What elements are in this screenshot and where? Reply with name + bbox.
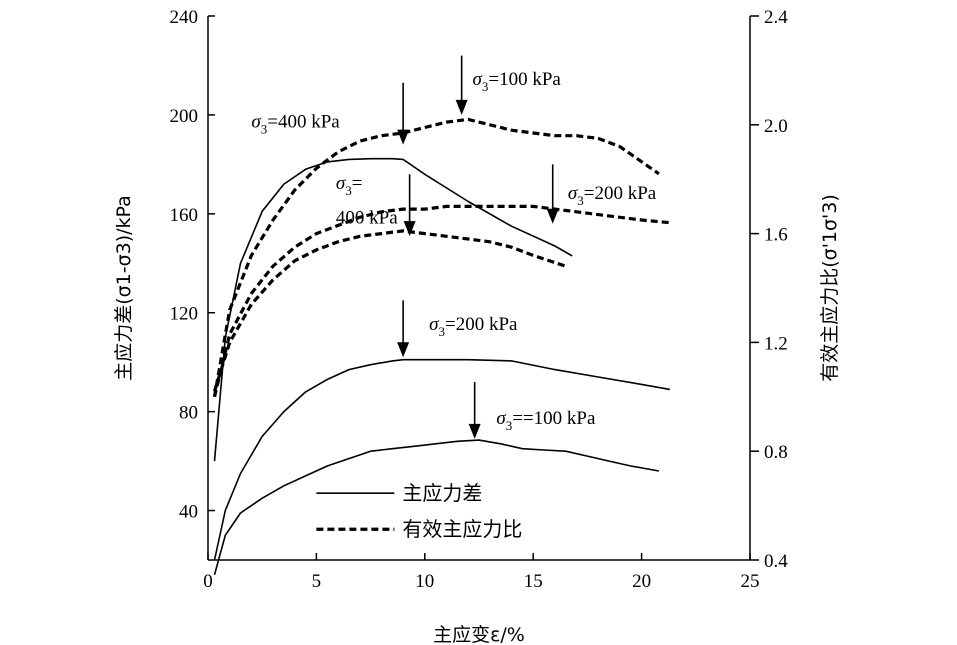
arrow-head-icon [397, 342, 410, 358]
y-left-tick-label: 80 [179, 403, 198, 424]
x-tick-label: 20 [632, 571, 651, 592]
annotation-label: σ3= [336, 173, 363, 198]
y-left-tick-label: 240 [170, 7, 199, 28]
y-right-axis-title: 有效主应力比(σ'1σ'3) [819, 194, 841, 382]
annotation-label: 400 kPa [336, 208, 398, 229]
y-left-axis-title: 主应力差(σ1-σ3)/kPa [113, 195, 135, 381]
x-tick-label: 5 [312, 571, 322, 592]
x-tick-label: 25 [741, 571, 760, 592]
y-right-tick-label: 1.2 [764, 333, 788, 354]
y-left-tick-label: 120 [170, 304, 199, 325]
deviator-stress-line-2 [213, 358, 670, 561]
x-tick-label: 10 [415, 571, 434, 592]
legend-label: 有效主应力比 [402, 517, 522, 541]
y-right-tick-label: 0.4 [764, 551, 788, 572]
y-left-tick-label: 200 [170, 106, 199, 127]
stress-ratio-line-5 [212, 204, 670, 398]
deviator-stress-line-3 [213, 439, 660, 576]
annotation-label: σ3=200 kPa [568, 183, 657, 208]
arrow-head-icon [397, 129, 410, 145]
arrow-head-icon [403, 221, 416, 237]
annotation-label: σ3=200 kPa [429, 314, 518, 339]
y-right-tick-label: 1.6 [764, 225, 788, 246]
deviator-stress-line-1 [213, 157, 573, 462]
arrow-head-icon [546, 208, 559, 224]
x-axis-title: 主应变ε/% [433, 624, 525, 645]
y-left-tick-label: 160 [170, 205, 199, 226]
y-right-tick-label: 2.4 [764, 7, 788, 28]
annotation-label: σ3==100 kPa [496, 408, 596, 433]
y-right-tick-label: 0.8 [764, 442, 788, 463]
annotation-label: σ3=400 kPa [251, 111, 340, 136]
stress-ratio-line-4 [212, 117, 660, 398]
x-tick-label: 15 [524, 571, 543, 592]
x-tick-label: 0 [203, 571, 213, 592]
legend-label: 主应力差 [402, 481, 482, 505]
arrow-head-icon [455, 99, 468, 115]
annotation-label: σ3=100 kPa [472, 69, 561, 94]
y-left-tick-label: 40 [179, 502, 198, 523]
y-right-tick-label: 2.0 [764, 116, 788, 137]
arrow-head-icon [468, 423, 481, 439]
stress-ratio-line-6 [212, 229, 567, 392]
